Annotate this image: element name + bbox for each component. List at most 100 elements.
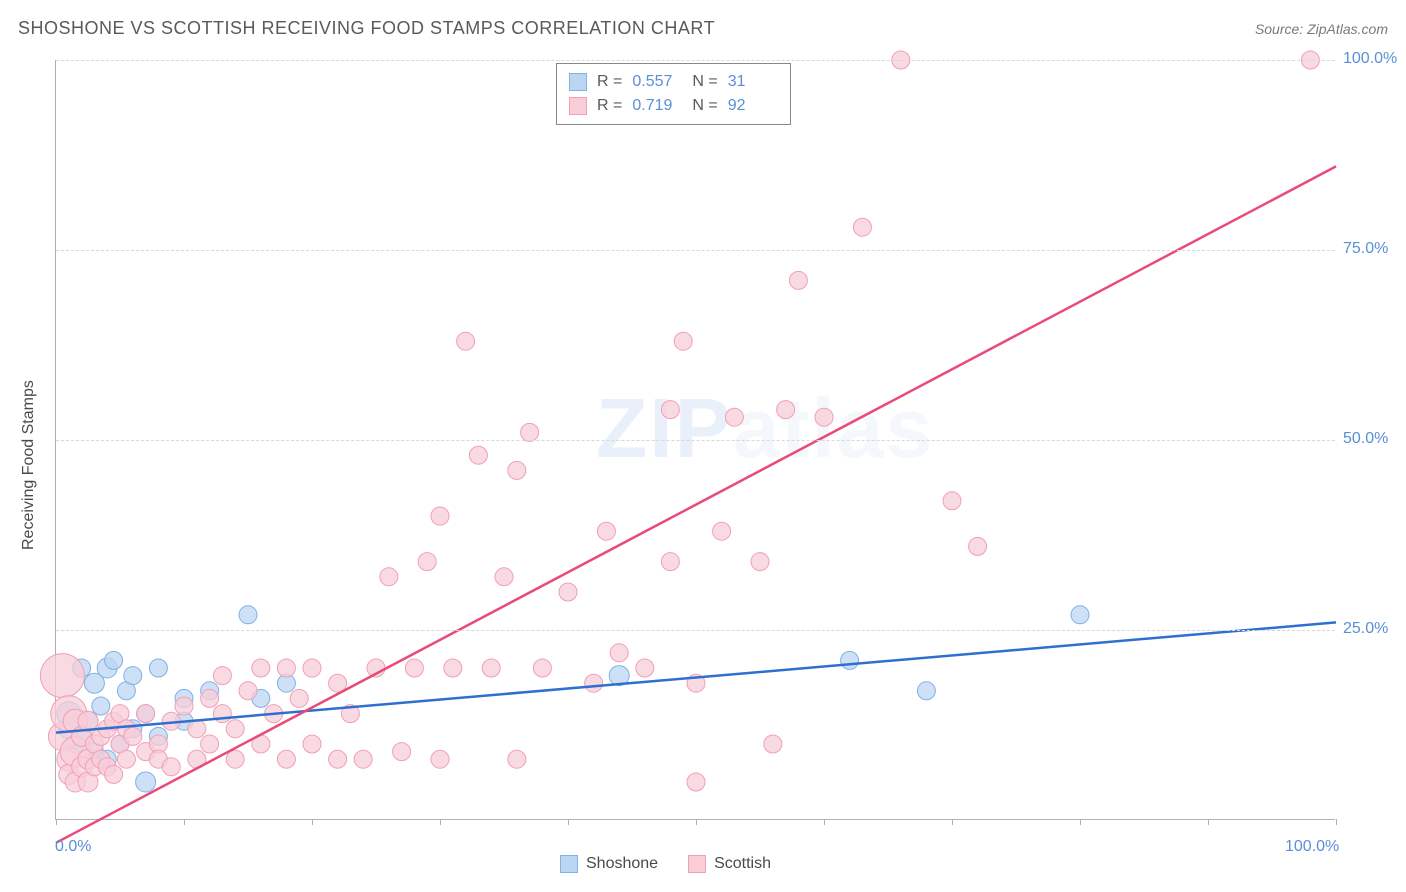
stats-r-value: 0.557: [632, 70, 682, 94]
data-point-scottish: [533, 659, 551, 677]
data-point-scottish: [508, 750, 526, 768]
data-point-scottish: [725, 408, 743, 426]
data-point-scottish: [661, 401, 679, 419]
data-point-scottish: [201, 689, 219, 707]
y-axis-label: Receiving Food Stamps: [20, 380, 38, 550]
x-tick-label: 0.0%: [55, 838, 91, 856]
data-point-scottish: [201, 735, 219, 753]
data-point-shoshone: [1071, 606, 1089, 624]
data-point-scottish: [610, 644, 628, 662]
gridline: [56, 440, 1335, 441]
data-point-scottish: [482, 659, 500, 677]
data-point-scottish: [124, 727, 142, 745]
data-point-scottish: [303, 735, 321, 753]
xtick-mark: [1208, 819, 1209, 825]
data-point-scottish: [117, 750, 135, 768]
data-point-scottish: [969, 537, 987, 555]
data-point-scottish: [853, 218, 871, 236]
data-point-scottish: [457, 332, 475, 350]
data-point-shoshone: [124, 667, 142, 685]
data-point-scottish: [277, 750, 295, 768]
stats-n-value: 92: [728, 94, 778, 118]
chart-header: SHOSHONE VS SCOTTISH RECEIVING FOOD STAM…: [18, 18, 1388, 39]
data-point-scottish: [393, 743, 411, 761]
data-point-scottish: [559, 583, 577, 601]
chart-title: SHOSHONE VS SCOTTISH RECEIVING FOOD STAM…: [18, 18, 715, 39]
data-point-scottish: [329, 750, 347, 768]
data-point-scottish: [40, 654, 84, 698]
data-point-scottish: [226, 750, 244, 768]
series-legend: Shoshone Scottish: [560, 855, 771, 873]
x-tick-label: 100.0%: [1285, 838, 1339, 856]
legend-item-shoshone: Shoshone: [560, 855, 658, 873]
data-point-scottish: [751, 553, 769, 571]
regression-line-shoshone: [56, 622, 1336, 732]
data-point-shoshone: [917, 682, 935, 700]
stats-r-value: 0.719: [632, 94, 682, 118]
data-point-shoshone: [239, 606, 257, 624]
swatch-scottish: [688, 855, 706, 873]
data-point-scottish: [636, 659, 654, 677]
xtick-mark: [312, 819, 313, 825]
gridline: [56, 60, 1335, 61]
data-point-scottish: [469, 446, 487, 464]
data-point-scottish: [687, 773, 705, 791]
source-value: ZipAtlas.com: [1307, 21, 1388, 37]
xtick-mark: [696, 819, 697, 825]
data-point-shoshone: [136, 772, 156, 792]
source-label: Source:: [1255, 21, 1307, 37]
xtick-mark: [952, 819, 953, 825]
data-point-scottish: [239, 682, 257, 700]
data-point-scottish: [252, 659, 270, 677]
data-point-scottish: [431, 750, 449, 768]
correlation-stats-box: R =0.557N =31R =0.719N =92: [556, 63, 791, 125]
swatch-shoshone: [569, 73, 587, 91]
data-point-scottish: [175, 697, 193, 715]
data-point-scottish: [213, 667, 231, 685]
data-point-scottish: [277, 659, 295, 677]
y-tick-label: 75.0%: [1343, 240, 1388, 258]
swatch-shoshone: [560, 855, 578, 873]
data-point-scottish: [137, 705, 155, 723]
data-point-scottish: [764, 735, 782, 753]
data-point-shoshone: [149, 659, 167, 677]
data-point-scottish: [943, 492, 961, 510]
y-tick-label: 100.0%: [1343, 50, 1397, 68]
data-point-scottish: [777, 401, 795, 419]
xtick-mark: [184, 819, 185, 825]
source-attribution: Source: ZipAtlas.com: [1255, 21, 1388, 37]
data-point-scottish: [713, 522, 731, 540]
data-point-scottish: [597, 522, 615, 540]
stats-r-label: R =: [597, 94, 622, 118]
data-point-scottish: [508, 461, 526, 479]
data-point-scottish: [162, 758, 180, 776]
data-point-scottish: [661, 553, 679, 571]
xtick-mark: [1080, 819, 1081, 825]
legend-item-scottish: Scottish: [688, 855, 771, 873]
data-point-scottish: [431, 507, 449, 525]
stats-row-shoshone: R =0.557N =31: [569, 70, 778, 94]
data-point-scottish: [290, 689, 308, 707]
data-point-scottish: [444, 659, 462, 677]
legend-label: Scottish: [714, 855, 771, 873]
data-point-scottish: [789, 271, 807, 289]
regression-line-scottish: [56, 166, 1336, 842]
xtick-mark: [440, 819, 441, 825]
data-point-scottish: [226, 720, 244, 738]
data-point-scottish: [521, 423, 539, 441]
y-tick-label: 50.0%: [1343, 430, 1388, 448]
stats-row-scottish: R =0.719N =92: [569, 94, 778, 118]
data-point-shoshone: [841, 651, 859, 669]
xtick-mark: [1336, 819, 1337, 825]
gridline: [56, 250, 1335, 251]
data-point-shoshone: [92, 697, 110, 715]
data-point-scottish: [380, 568, 398, 586]
legend-label: Shoshone: [586, 855, 658, 873]
chart-plot-area: ZIPatlas: [55, 60, 1335, 820]
gridline: [56, 630, 1335, 631]
xtick-mark: [568, 819, 569, 825]
stats-n-value: 31: [728, 70, 778, 94]
stats-n-label: N =: [692, 70, 717, 94]
swatch-scottish: [569, 97, 587, 115]
data-point-scottish: [303, 659, 321, 677]
